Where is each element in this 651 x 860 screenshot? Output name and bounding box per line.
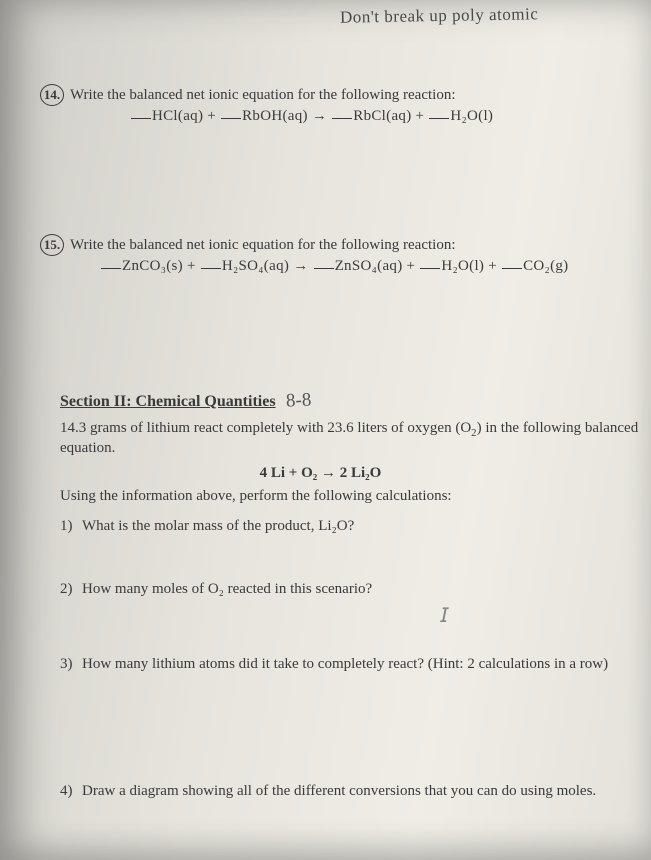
subq-num-3: 3) bbox=[60, 656, 73, 673]
subquestion-2: 2) How many moles of O₂ reacted in this … bbox=[60, 581, 641, 598]
section-2-using: Using the information above, perform the… bbox=[60, 486, 641, 506]
eq-term: ZnSO₄(aq) + bbox=[335, 258, 416, 274]
question-14-equation: HCl(aq) + RbOH(aq) → RbCl(aq) + H₂O(l) bbox=[70, 108, 641, 125]
eq-term: RbCl(aq) + bbox=[353, 108, 424, 124]
eq-term: RbOH(aq) → bbox=[242, 108, 327, 124]
coef-blank bbox=[131, 118, 151, 119]
section-2: Section II: Chemical Quantities 8-8 14.3… bbox=[60, 390, 641, 800]
eq-term: CO₂(g) bbox=[523, 258, 568, 274]
subq-text-2: How many moles of O₂ reacted in this sce… bbox=[82, 581, 372, 597]
subq-text-3: How many lithium atoms did it take to co… bbox=[82, 656, 608, 672]
question-14-prompt: Write the balanced net ionic equation fo… bbox=[70, 87, 456, 103]
eq-term: H₂O(l) + bbox=[441, 258, 497, 274]
question-number-15: 15. bbox=[40, 234, 64, 256]
question-15: 15. Write the balanced net ionic equatio… bbox=[70, 236, 641, 275]
question-14: 14. Write the balanced net ionic equatio… bbox=[70, 86, 641, 125]
intro-text-c: equation. bbox=[60, 440, 115, 456]
subquestion-4: 4) Draw a diagram showing all of the dif… bbox=[60, 783, 641, 800]
coef-blank bbox=[101, 268, 121, 269]
subquestion-1: 1) What is the molar mass of the product… bbox=[60, 518, 641, 535]
stray-mark: 𝘐 bbox=[440, 603, 449, 628]
eq-term: HCl(aq) + bbox=[152, 108, 216, 124]
question-number-14: 14. bbox=[40, 84, 64, 106]
handwritten-note-top: Don't break up poly atomic bbox=[340, 4, 539, 27]
coef-blank bbox=[332, 118, 352, 119]
question-15-prompt: Write the balanced net ionic equation fo… bbox=[70, 237, 456, 253]
coef-blank bbox=[201, 268, 221, 269]
section-2-intro: 14.3 grams of lithium react completely w… bbox=[60, 418, 641, 459]
coef-blank bbox=[221, 118, 241, 119]
intro-text-b: ) in the following balanced bbox=[477, 420, 639, 436]
coef-blank bbox=[420, 268, 440, 269]
section-2-equation: 4 Li + O₂ → 2 Li₂O bbox=[60, 465, 641, 482]
subq-text-4: Draw a diagram showing all of the differ… bbox=[82, 783, 596, 799]
coef-blank bbox=[502, 268, 522, 269]
handwritten-mark-8-8: 8-8 bbox=[285, 389, 311, 412]
coef-blank bbox=[314, 268, 334, 269]
eq-term: ZnCO₃(s) + bbox=[122, 258, 196, 274]
subquestion-3: 3) How many lithium atoms did it take to… bbox=[60, 656, 641, 673]
eq-term: H₂O(l) bbox=[450, 108, 493, 124]
section-2-heading: Section II: Chemical Quantities bbox=[60, 393, 276, 410]
subq-text-1: What is the molar mass of the product, L… bbox=[82, 518, 354, 534]
coef-blank bbox=[429, 118, 449, 119]
subq-num-4: 4) bbox=[60, 783, 73, 800]
question-15-equation: ZnCO₃(s) + H₂SO₄(aq) → ZnSO₄(aq) + H₂O(l… bbox=[70, 258, 641, 275]
worksheet-page: Don't break up poly atomic 14. Write the… bbox=[0, 0, 651, 860]
subq-num-1: 1) bbox=[60, 518, 73, 535]
subq-num-2: 2) bbox=[60, 581, 73, 598]
eq-term: H₂SO₄(aq) → bbox=[222, 258, 309, 274]
intro-text-a: 14.3 grams of lithium react completely w… bbox=[60, 420, 471, 436]
